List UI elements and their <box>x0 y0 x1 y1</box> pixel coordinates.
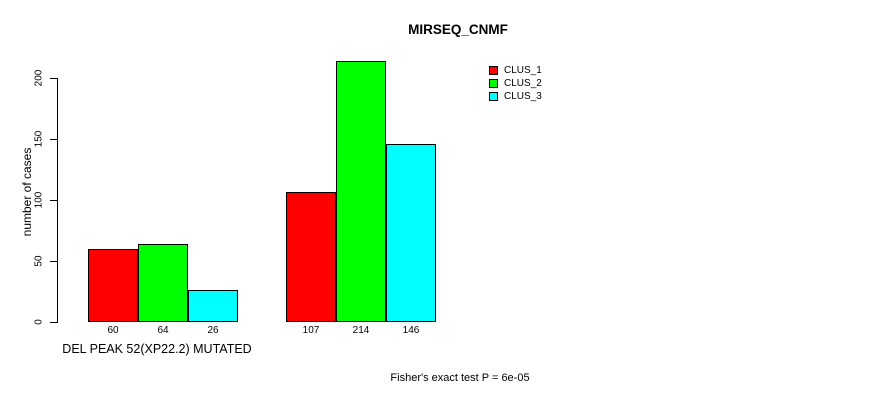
y-tick-mark <box>50 78 57 79</box>
legend-row-CLUS_3: CLUS_3 <box>489 90 542 103</box>
bar-CLUS_3-group1 <box>188 290 238 322</box>
legend-swatch-CLUS_1 <box>489 66 498 75</box>
bar-CLUS_1-group2 <box>286 192 336 322</box>
bar-CLUS_2-group1 <box>138 244 188 322</box>
y-tick-mark <box>50 322 57 323</box>
bar-value-label: 146 <box>402 325 420 336</box>
y-tick-label: 150 <box>33 130 45 148</box>
bar-CLUS_2-group2 <box>336 61 386 322</box>
y-tick-label: 200 <box>33 69 45 87</box>
bar-value-label: 64 <box>157 325 169 336</box>
y-tick-label: 0 <box>33 319 45 325</box>
bar-value-label: 26 <box>207 325 219 336</box>
y-tick-label: 50 <box>33 255 45 267</box>
bar-CLUS_3-group2 <box>386 144 436 322</box>
chart-title: MIRSEQ_CNMF <box>408 22 508 37</box>
bar-CLUS_1-group1 <box>88 249 138 322</box>
y-axis-line <box>57 78 58 323</box>
legend-label: CLUS_1 <box>504 65 542 76</box>
legend-row-CLUS_2: CLUS_2 <box>489 77 542 90</box>
bar-value-label: 60 <box>107 325 119 336</box>
x-axis-label: DEL PEAK 52(XP22.2) MUTATED <box>62 342 252 356</box>
legend-row-CLUS_1: CLUS_1 <box>489 64 542 77</box>
y-axis-label: number of cases <box>20 147 34 237</box>
legend: CLUS_1 CLUS_2 CLUS_3 <box>489 64 542 103</box>
legend-swatch-CLUS_2 <box>489 79 498 88</box>
bar-value-label: 107 <box>302 325 320 336</box>
bar-value-label: 214 <box>352 325 370 336</box>
legend-swatch-CLUS_3 <box>489 92 498 101</box>
legend-label: CLUS_3 <box>504 91 542 102</box>
y-tick-mark <box>50 200 57 201</box>
y-tick-mark <box>50 261 57 262</box>
fisher-test-annotation: Fisher's exact test P = 6e-05 <box>390 372 530 384</box>
y-tick-mark <box>50 139 57 140</box>
y-tick-label: 100 <box>33 191 45 209</box>
legend-label: CLUS_2 <box>504 78 542 89</box>
